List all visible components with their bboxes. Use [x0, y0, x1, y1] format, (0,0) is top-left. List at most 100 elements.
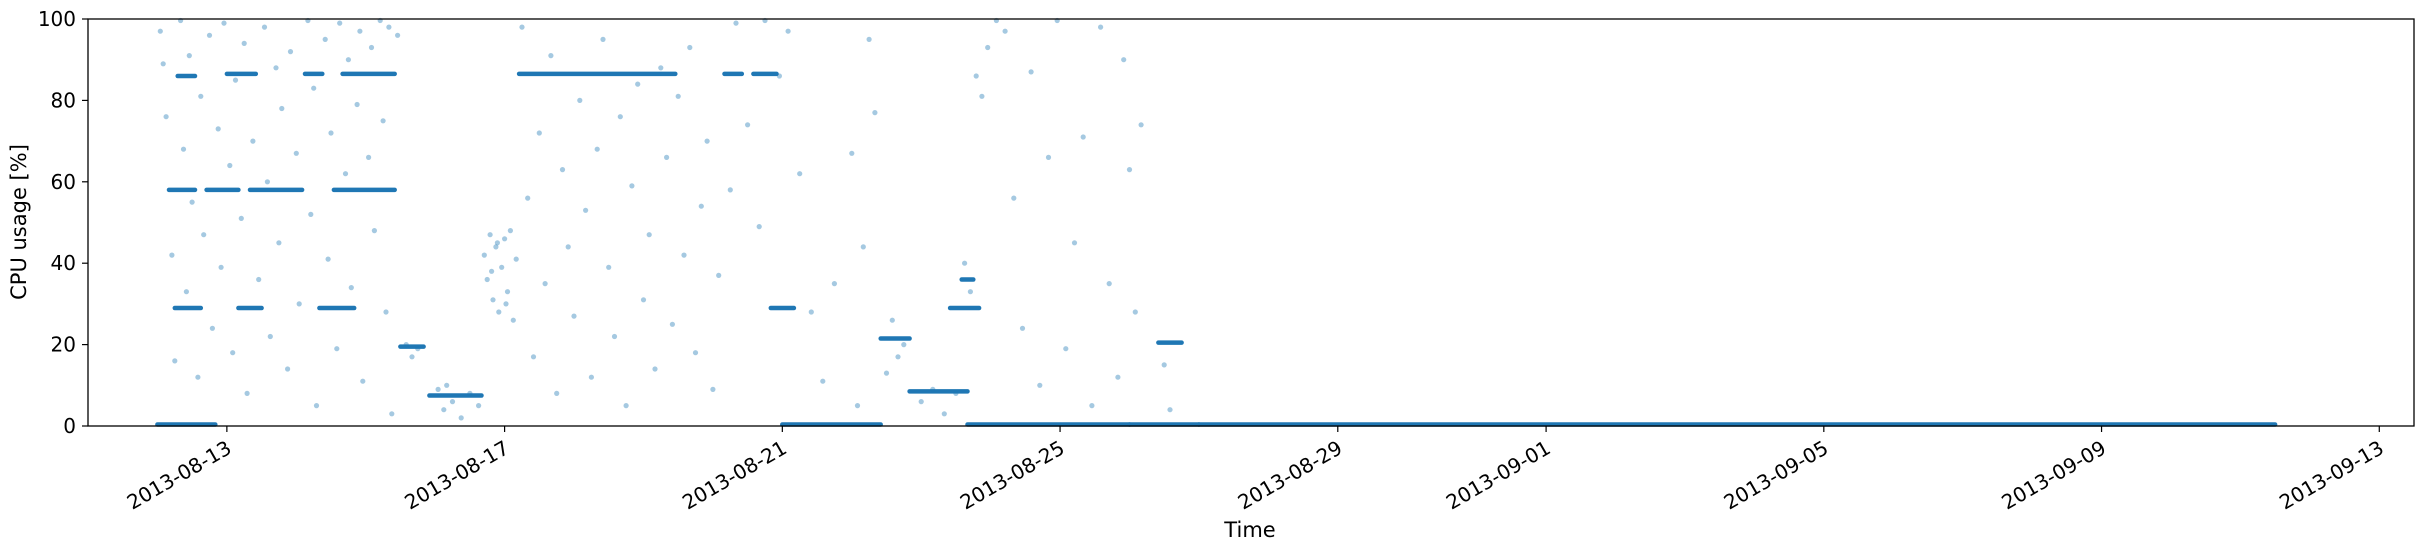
- data-point: [606, 264, 612, 270]
- data-point: [985, 44, 991, 51]
- data-point: [594, 146, 600, 152]
- data-point: [311, 85, 317, 91]
- data-point: [536, 130, 542, 136]
- data-point: [195, 374, 201, 380]
- data-point: [476, 403, 482, 409]
- data-point: [808, 309, 814, 315]
- data-point: [710, 386, 716, 392]
- data-point: [507, 228, 513, 234]
- data-point: [941, 411, 947, 417]
- data-point: [157, 28, 163, 34]
- data-point: [1121, 57, 1127, 63]
- data-point: [458, 415, 464, 421]
- y-tick-label: 20: [51, 333, 76, 357]
- chart-marks: [155, 17, 2278, 427]
- data-point: [577, 97, 583, 103]
- data-point: [776, 73, 783, 79]
- data-point: [264, 179, 270, 185]
- data-point: [313, 403, 320, 409]
- data-point: [1089, 403, 1095, 409]
- data-point: [565, 244, 571, 250]
- data-point: [481, 252, 487, 258]
- x-tick-label: 2013-09-13: [2275, 436, 2388, 515]
- x-tick-label: 2013-08-21: [678, 436, 791, 515]
- data-point: [499, 264, 505, 270]
- data-point: [494, 240, 500, 246]
- data-point: [1167, 407, 1173, 413]
- data-point: [449, 399, 456, 405]
- data-point: [623, 403, 629, 409]
- data-point: [484, 276, 490, 283]
- data-point: [611, 333, 618, 340]
- data-point: [296, 301, 302, 307]
- data-point: [337, 20, 343, 26]
- data-point: [1098, 24, 1104, 30]
- data-point: [953, 390, 959, 396]
- data-point: [664, 154, 670, 160]
- data-point: [901, 342, 907, 348]
- data-point: [371, 228, 377, 234]
- data-point: [652, 366, 658, 372]
- data-point: [502, 236, 508, 242]
- data-point: [918, 399, 924, 405]
- data-point: [493, 244, 499, 250]
- y-axis-title: CPU usage [%]: [7, 144, 31, 300]
- data-point: [640, 297, 647, 303]
- data-point: [635, 81, 641, 87]
- data-point: [733, 20, 739, 26]
- data-point: [1080, 134, 1086, 140]
- data-point: [967, 289, 974, 295]
- y-tick-label: 100: [38, 7, 76, 31]
- data-point: [1138, 122, 1144, 128]
- data-point: [487, 232, 493, 238]
- data-point: [669, 321, 676, 327]
- data-point: [415, 346, 421, 352]
- data-point: [1002, 28, 1008, 34]
- data-point: [525, 195, 531, 201]
- data-point: [687, 44, 693, 51]
- data-point: [186, 53, 192, 59]
- data-point: [872, 110, 878, 116]
- x-tick-label: 2013-08-25: [956, 436, 1069, 515]
- data-point: [559, 167, 566, 173]
- data-point: [1126, 167, 1133, 173]
- data-point: [588, 374, 595, 380]
- data-point: [1132, 309, 1138, 315]
- data-point: [221, 20, 227, 26]
- data-point: [273, 65, 279, 71]
- data-point: [198, 93, 204, 99]
- data-point: [189, 199, 195, 205]
- data-point: [530, 354, 537, 360]
- data-point: [785, 28, 791, 34]
- data-point: [617, 114, 623, 120]
- data-point: [504, 289, 511, 295]
- data-point: [510, 317, 516, 323]
- data-point: [745, 122, 751, 128]
- data-point: [727, 187, 733, 193]
- data-point: [409, 354, 415, 360]
- data-point: [395, 32, 401, 38]
- plot-area-frame: [87, 18, 2415, 427]
- data-point: [820, 378, 826, 384]
- data-point: [160, 61, 166, 67]
- data-point: [496, 309, 502, 315]
- data-point: [646, 232, 652, 238]
- data-point: [681, 252, 687, 258]
- data-point: [1028, 69, 1034, 75]
- data-point: [227, 162, 233, 169]
- data-point: [675, 93, 681, 99]
- data-point: [554, 390, 560, 396]
- data-point: [261, 24, 268, 30]
- data-point: [542, 281, 548, 287]
- y-tick-label: 60: [51, 170, 76, 194]
- data-point: [1063, 346, 1069, 352]
- data-point: [503, 301, 509, 307]
- data-point: [490, 297, 496, 303]
- data-point: [435, 386, 441, 392]
- data-point: [287, 49, 294, 55]
- data-point: [206, 32, 213, 38]
- data-point: [276, 240, 282, 246]
- data-point: [889, 317, 895, 323]
- data-point: [293, 150, 299, 156]
- x-axis-title: Time: [1223, 518, 1275, 542]
